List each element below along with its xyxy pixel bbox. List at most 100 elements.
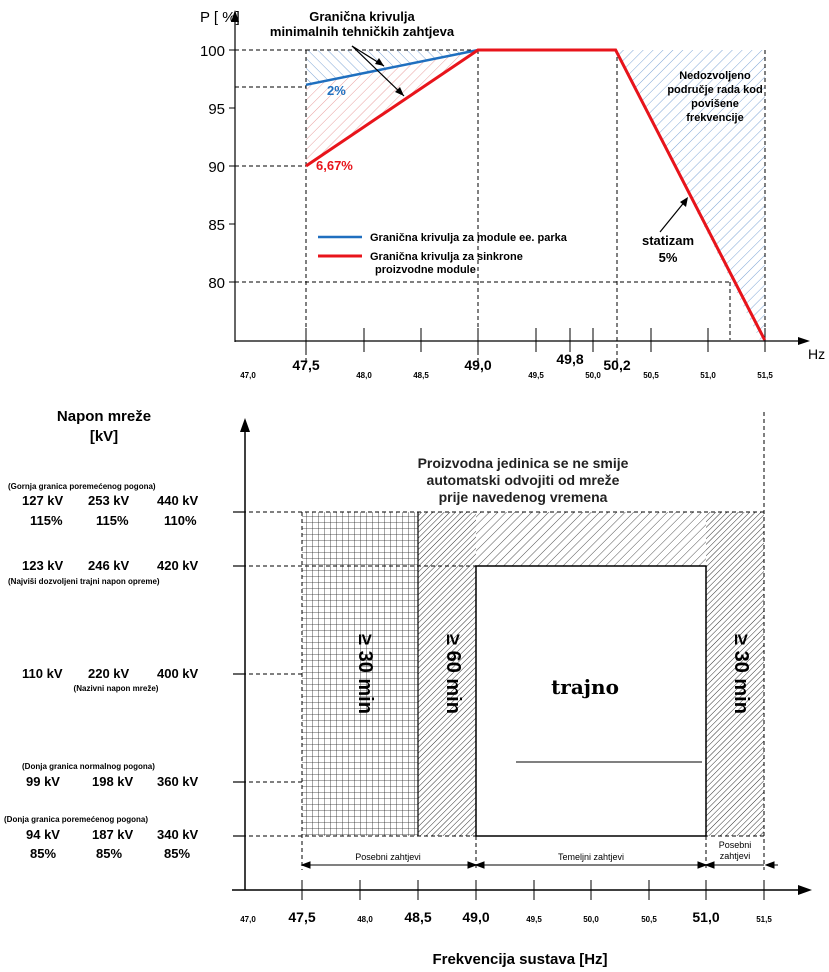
pct-value: 85% [30, 846, 56, 861]
chart-title-line1: Granična krivulja [309, 9, 415, 24]
kv-value: 400 kV [157, 666, 199, 681]
y-tick-label: 90 [208, 159, 225, 176]
y-tick-label: 80 [208, 275, 225, 292]
caption-max-continuous: (Najviši dozvoljeni trajni napon opreme) [8, 577, 160, 586]
pct-value: 115% [30, 513, 63, 528]
series-line-synchronous [305, 48, 767, 341]
arrowhead [680, 197, 688, 207]
kv-value: 420 kV [157, 558, 199, 573]
kv-value: 99 kV [26, 774, 60, 789]
kv-value: 110 kV [22, 666, 63, 681]
kv-value: 440 kV [157, 493, 199, 508]
pct-value: 110% [164, 513, 197, 528]
y-axis-title-line1: Napon mreže [57, 408, 151, 425]
x-tick-label: 50,0 [585, 371, 601, 380]
x-tick-label: 51,5 [757, 371, 773, 380]
x-tick-label: 50,5 [643, 371, 659, 380]
kv-value: 94 kV [26, 827, 60, 842]
label-special-right-1: Posebni [719, 840, 752, 850]
forbidden-label-4: frekvencije [686, 112, 743, 124]
annotation-arrow-statizam [659, 199, 687, 233]
x-tick-label: 51,5 [756, 915, 772, 924]
caption-upper-disturbed: (Gornja granica poremećenog pogona) [8, 482, 156, 491]
x-tick-label: 51,0 [692, 909, 719, 925]
pct-value: 85% [96, 846, 122, 861]
x-axis-label: Hz [808, 346, 825, 362]
legend-label-red-line2: proizvodne module [375, 264, 476, 276]
y-tick-marks [229, 49, 235, 283]
x-tick-label: 49,0 [462, 909, 489, 925]
x-tick-label: 48,5 [413, 371, 429, 380]
caption-nominal: (Nazivni napon mreže) [74, 684, 159, 693]
annotation-arrow-red [351, 45, 405, 97]
annotation-667pct: 6,67% [316, 158, 353, 173]
top-note-line1: Proizvodna jedinica se ne smije [418, 455, 629, 471]
x-tick-label: 47,0 [240, 915, 256, 924]
x-tick-label: 49,0 [464, 357, 491, 373]
pct-value: 85% [164, 846, 190, 861]
forbidden-label-2: područje rada kod [667, 84, 762, 96]
kv-value: 340 kV [157, 827, 199, 842]
x-tick-label: 51,0 [700, 371, 716, 380]
region-label-60min: ≥ 60 min [442, 634, 464, 714]
top-note-line3: prije navedenog vremena [439, 489, 608, 505]
y-axis-label: P [ %] [200, 9, 240, 26]
x-tick-label: 47,5 [288, 909, 315, 925]
voltage-levels: (Gornja granica poremećenog pogona) 127 … [4, 482, 199, 861]
region-510-515-hatch [706, 512, 764, 836]
kv-value: 220 kV [88, 666, 130, 681]
caption-lower-normal: (Donja granica normalnog pogona) [22, 762, 155, 771]
y-axis-arrow [231, 10, 239, 22]
y-axis-title-line2: [kV] [90, 428, 118, 445]
label-special-requirements: Posebni zahtjevi [355, 852, 421, 862]
kv-value: 253 kV [88, 493, 130, 508]
chart-title-line2: minimalnih tehničkih zahtjeva [270, 24, 455, 39]
x-tick-label: 49,5 [528, 371, 544, 380]
x-tick-label: 47,5 [292, 357, 319, 373]
forbidden-label-3: povišene [691, 98, 739, 110]
kv-value: 127 kV [22, 493, 64, 508]
x-tick-label: 48,0 [357, 915, 373, 924]
voltage-frequency-chart: 47,0 47,5 48,0 48,5 49,0 49,5 50,0 50,5 … [4, 408, 812, 968]
x-tick-label: 47,0 [240, 371, 256, 380]
requirement-arrows [300, 861, 778, 869]
legend-label-blue: Granična krivulja za module ee. parka [370, 232, 568, 244]
y-tick-label: 95 [208, 101, 225, 118]
forbidden-label-1: Nedozvoljeno [679, 70, 751, 82]
annotation-2pct: 2% [327, 83, 346, 98]
region-trajno [475, 565, 707, 837]
x-tick-marks-bottom [301, 880, 765, 900]
arrowhead [375, 58, 384, 66]
kv-value: 187 kV [92, 827, 134, 842]
x-tick-label: 48,0 [356, 371, 372, 380]
region-top-band-hatch [476, 512, 706, 566]
arrowhead [395, 87, 404, 96]
statizam-pct: 5% [659, 250, 678, 265]
x-tick-label: 50,2 [603, 357, 630, 373]
x-axis-arrow-bottom [798, 885, 812, 895]
region-label-30min-left: ≥ 30 min [354, 634, 376, 714]
y-tick-marks-bottom [233, 511, 245, 837]
region-label-trajno: trajno [551, 675, 619, 699]
y-axis-arrow-bottom [240, 418, 250, 432]
legend: Granična krivulja za module ee. parka Gr… [318, 232, 568, 276]
legend-label-red-line1: Granična krivulja za sinkrone [370, 251, 523, 263]
caption-lower-disturbed: (Donja granica poremećenog pogona) [4, 815, 148, 824]
pct-value: 115% [96, 513, 129, 528]
label-special-right-2: zahtjevi [720, 851, 751, 861]
statizam-label: statizam [642, 233, 694, 248]
x-tick-label: 50,0 [583, 915, 599, 924]
x-axis-title: Frekvencija sustava [Hz] [432, 951, 607, 968]
region-label-30min-right: ≥ 30 min [730, 634, 752, 714]
kv-value: 198 kV [92, 774, 134, 789]
label-basic-requirements: Temeljni zahtjevi [558, 852, 624, 862]
droop-chart: 100 95 90 85 80 P [ %] Hz 47,0 47,5 48,0… [200, 9, 825, 380]
kv-value: 123 kV [22, 558, 64, 573]
x-tick-label: 49,8 [556, 351, 583, 367]
top-note-line2: automatski odvojiti od mreže [427, 472, 620, 488]
y-tick-label: 85 [208, 217, 225, 234]
kv-value: 360 kV [157, 774, 199, 789]
x-tick-marks [305, 328, 766, 352]
x-axis-arrow [798, 337, 810, 345]
